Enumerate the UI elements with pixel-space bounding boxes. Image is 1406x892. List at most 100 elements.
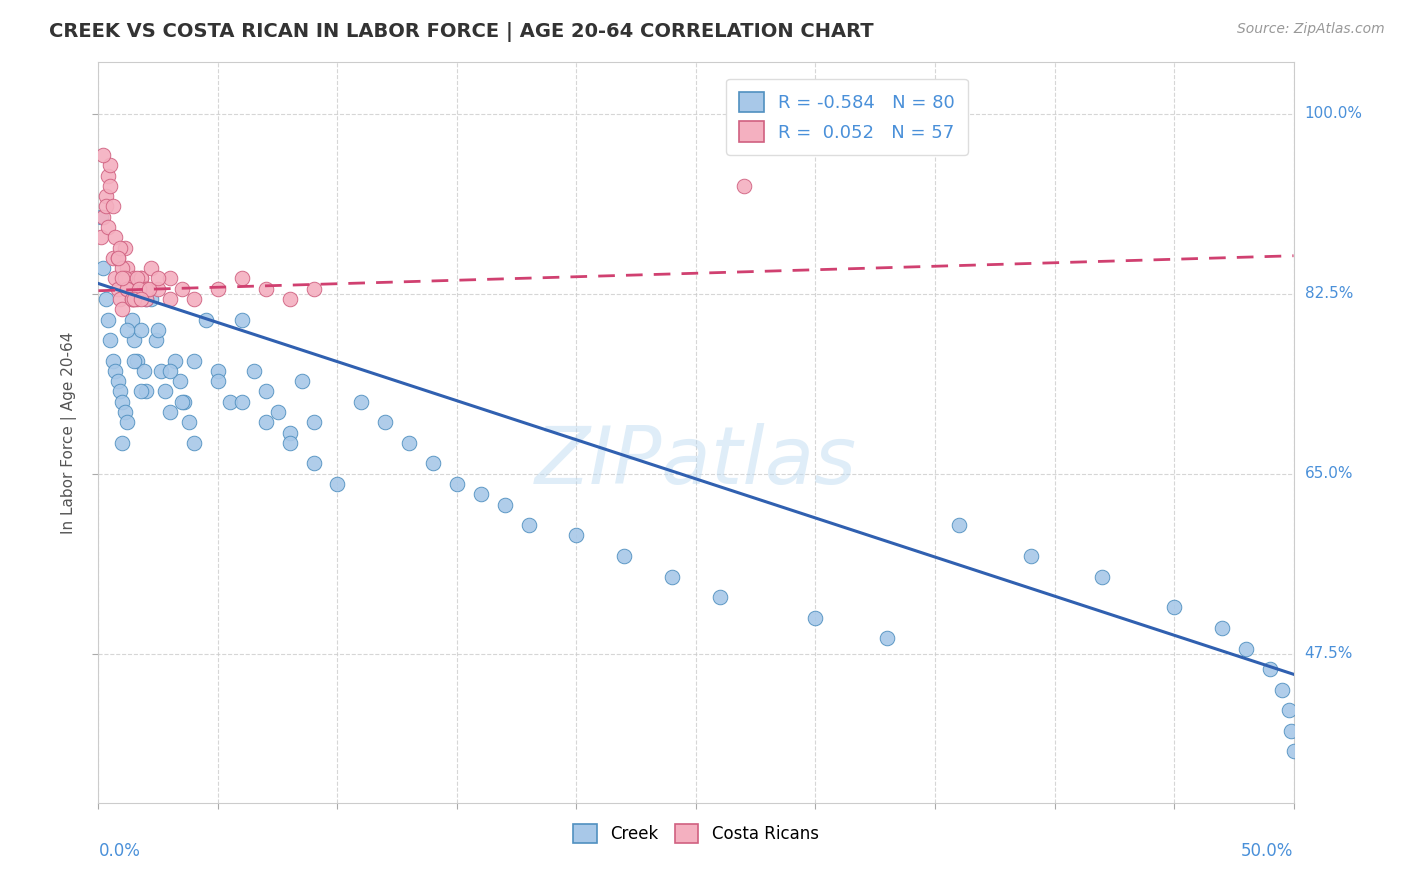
Point xyxy=(111,302,134,317)
Point xyxy=(517,518,540,533)
Point xyxy=(183,436,205,450)
Point xyxy=(124,292,146,306)
Point xyxy=(91,210,114,224)
Point xyxy=(876,632,898,646)
Point xyxy=(131,323,153,337)
Point xyxy=(350,394,373,409)
Point xyxy=(135,292,157,306)
Point xyxy=(254,384,277,399)
Point xyxy=(172,394,194,409)
Point xyxy=(104,271,127,285)
Point xyxy=(124,333,146,347)
Point xyxy=(118,282,141,296)
Point xyxy=(446,477,468,491)
Point xyxy=(1278,703,1301,717)
Point xyxy=(302,457,325,471)
Point xyxy=(139,261,162,276)
Point xyxy=(121,292,143,306)
Point xyxy=(183,292,205,306)
Point xyxy=(231,312,253,326)
Point xyxy=(91,261,114,276)
Point xyxy=(101,353,124,368)
Point xyxy=(111,394,134,409)
Point xyxy=(207,364,229,378)
Point xyxy=(101,251,124,265)
Point xyxy=(139,292,162,306)
Point xyxy=(111,436,134,450)
Point xyxy=(90,230,112,244)
Text: Source: ZipAtlas.com: Source: ZipAtlas.com xyxy=(1237,22,1385,37)
Point xyxy=(121,292,143,306)
Point xyxy=(94,199,117,213)
Point xyxy=(135,282,157,296)
Point xyxy=(121,312,143,326)
Text: CREEK VS COSTA RICAN IN LABOR FORCE | AGE 20-64 CORRELATION CHART: CREEK VS COSTA RICAN IN LABOR FORCE | AG… xyxy=(49,22,875,42)
Point xyxy=(163,353,186,368)
Point xyxy=(111,261,134,276)
Point xyxy=(374,415,396,429)
Point xyxy=(1211,621,1233,635)
Point xyxy=(108,240,131,255)
Point xyxy=(159,364,181,378)
Point xyxy=(138,282,160,296)
Text: 100.0%: 100.0% xyxy=(1305,106,1362,121)
Point xyxy=(107,282,129,296)
Point xyxy=(267,405,290,419)
Point xyxy=(125,353,148,368)
Point xyxy=(219,394,242,409)
Point xyxy=(661,569,683,583)
Point xyxy=(1019,549,1042,563)
Point xyxy=(733,178,755,193)
Point xyxy=(398,436,420,450)
Point xyxy=(98,178,122,193)
Point xyxy=(104,364,127,378)
Point xyxy=(128,282,150,296)
Point xyxy=(195,312,218,326)
Text: 50.0%: 50.0% xyxy=(1241,842,1294,860)
Point xyxy=(326,477,349,491)
Point xyxy=(254,415,277,429)
Point xyxy=(115,415,138,429)
Point xyxy=(132,364,155,378)
Text: 0.0%: 0.0% xyxy=(98,842,141,860)
Point xyxy=(124,353,146,368)
Point xyxy=(94,292,117,306)
Point xyxy=(231,394,253,409)
Point xyxy=(107,374,129,388)
Point xyxy=(104,230,127,244)
Point xyxy=(131,292,153,306)
Point xyxy=(131,384,153,399)
Point xyxy=(179,415,201,429)
Text: 82.5%: 82.5% xyxy=(1305,286,1353,301)
Y-axis label: In Labor Force | Age 20-64: In Labor Force | Age 20-64 xyxy=(60,332,77,533)
Point xyxy=(135,282,157,296)
Legend: Creek, Costa Ricans: Creek, Costa Ricans xyxy=(567,817,825,850)
Point xyxy=(94,189,117,203)
Point xyxy=(125,271,148,285)
Point xyxy=(278,436,301,450)
Point xyxy=(159,292,181,306)
Point xyxy=(169,374,191,388)
Point xyxy=(114,240,136,255)
Point xyxy=(97,312,120,326)
Point xyxy=(148,282,170,296)
Point xyxy=(1091,569,1114,583)
Point xyxy=(494,498,516,512)
Point xyxy=(1279,723,1302,738)
Point xyxy=(145,333,167,347)
Point xyxy=(115,261,138,276)
Point xyxy=(1282,744,1305,758)
Point xyxy=(278,425,301,440)
Point xyxy=(302,282,325,296)
Point xyxy=(90,210,112,224)
Point xyxy=(135,384,157,399)
Point xyxy=(108,292,131,306)
Point xyxy=(231,271,253,285)
Point xyxy=(804,610,827,624)
Point xyxy=(1271,682,1294,697)
Point xyxy=(124,271,146,285)
Point xyxy=(172,282,194,296)
Point xyxy=(1258,662,1281,676)
Point xyxy=(114,271,136,285)
Point xyxy=(302,415,325,429)
